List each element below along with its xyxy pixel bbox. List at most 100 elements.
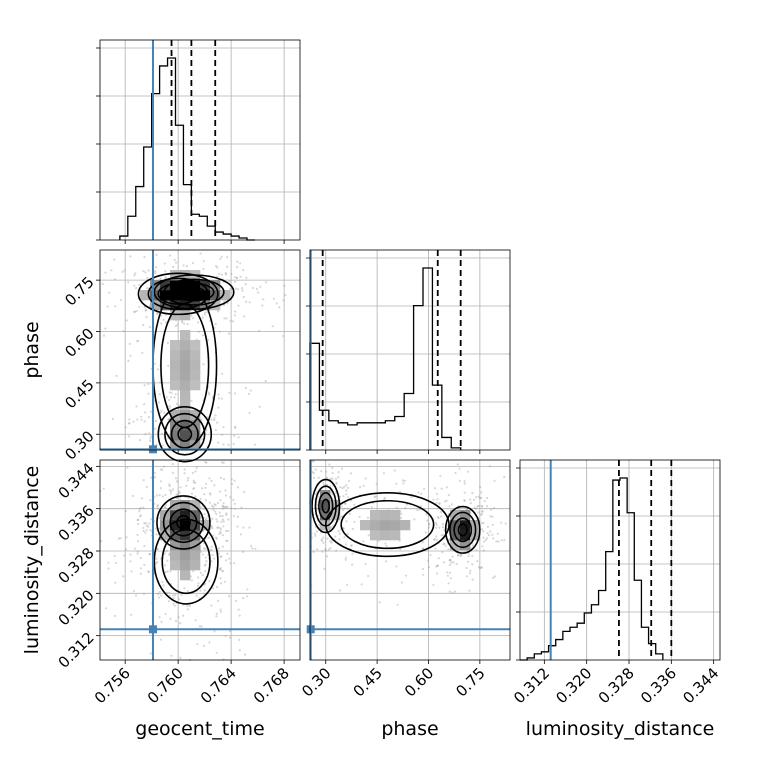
sample-point [225, 505, 228, 508]
sample-point [169, 570, 172, 573]
density-cell [370, 530, 381, 541]
sample-point [210, 560, 213, 563]
sample-point [210, 418, 213, 421]
sample-point [140, 418, 143, 421]
sample-point [234, 287, 238, 290]
sample-point [422, 573, 425, 576]
contour-line [162, 501, 205, 544]
sample-point [337, 476, 340, 479]
sample-point [208, 393, 211, 396]
sample-point [148, 522, 151, 525]
sample-point [144, 271, 147, 274]
contour-line [311, 478, 341, 534]
sample-point [203, 589, 206, 592]
sample-point [436, 498, 439, 501]
grid-lines [310, 460, 510, 660]
sample-point [205, 560, 208, 563]
sample-point [145, 524, 149, 527]
sample-point [147, 570, 150, 573]
contour-line [164, 412, 206, 456]
density-cell [190, 290, 201, 301]
sample-point [122, 330, 125, 333]
sample-point [338, 538, 341, 541]
xtick-label: 0.45 [350, 664, 386, 700]
sample-point [136, 418, 139, 421]
sample-point [138, 507, 141, 511]
sample-point [204, 486, 207, 489]
y-axis-label-luminosity_distance: luminosity_distance [21, 466, 43, 655]
sample-point [156, 547, 159, 551]
sample-point [480, 566, 483, 569]
sample-point [104, 271, 107, 274]
sample-point [251, 547, 254, 550]
sample-point [385, 560, 388, 563]
sample-point [450, 503, 454, 506]
sample-point [226, 552, 229, 555]
sample-point [221, 372, 224, 375]
sample-point [469, 547, 473, 550]
sample-point [233, 502, 236, 505]
sample-point [312, 550, 315, 554]
sample-point [214, 428, 217, 432]
sample-point [139, 439, 142, 442]
sample-point [248, 411, 251, 415]
sample-point [212, 508, 215, 511]
sample-point [155, 443, 158, 446]
sample-point [454, 590, 457, 593]
sample-point [213, 419, 216, 422]
sample-point [215, 264, 218, 268]
sample-point [370, 506, 373, 509]
sample-point [114, 561, 117, 565]
sample-point [231, 320, 235, 323]
sample-point [334, 477, 338, 480]
density-cell [170, 410, 181, 421]
contour-line [157, 406, 213, 463]
sample-point [208, 477, 211, 480]
sample-point [476, 505, 479, 508]
sample-point [467, 470, 470, 473]
density-cell [150, 300, 161, 311]
sample-point [164, 270, 167, 273]
sample-point [220, 397, 223, 400]
sample-point [216, 599, 220, 602]
sample-point [421, 567, 425, 571]
sample-point [145, 529, 148, 532]
sample-point [119, 537, 122, 540]
density-cell [180, 540, 191, 551]
sample-point [485, 537, 488, 540]
sample-point [242, 269, 245, 272]
sample-point [111, 417, 114, 420]
sample-point [232, 498, 235, 502]
sample-point [343, 502, 346, 505]
density-cell [160, 520, 171, 531]
sample-point [251, 286, 254, 290]
sample-point [424, 531, 427, 534]
sample-point [201, 437, 204, 440]
sample-point [421, 547, 424, 550]
sample-point [278, 306, 281, 309]
sample-point [163, 552, 166, 556]
sample-point [346, 583, 349, 586]
sample-point [427, 559, 430, 562]
sample-point [236, 515, 239, 519]
contour-line [157, 282, 199, 305]
sample-point [331, 472, 334, 475]
sample-point [282, 299, 285, 302]
sample-point [373, 495, 376, 499]
sample-point [100, 540, 103, 543]
sample-point [428, 522, 431, 525]
sample-point [170, 490, 173, 493]
density-cell [180, 550, 191, 561]
sample-point [244, 386, 248, 390]
sample-point [337, 530, 340, 533]
sample-point [233, 434, 236, 437]
sample-point [190, 314, 193, 317]
sample-point [347, 479, 351, 483]
sample-point [477, 511, 480, 514]
sample-point [230, 478, 233, 481]
sample-point [342, 495, 345, 498]
sample-point [351, 563, 354, 566]
sample-point [315, 530, 319, 533]
sample-point [190, 399, 193, 402]
sample-point [165, 591, 169, 594]
